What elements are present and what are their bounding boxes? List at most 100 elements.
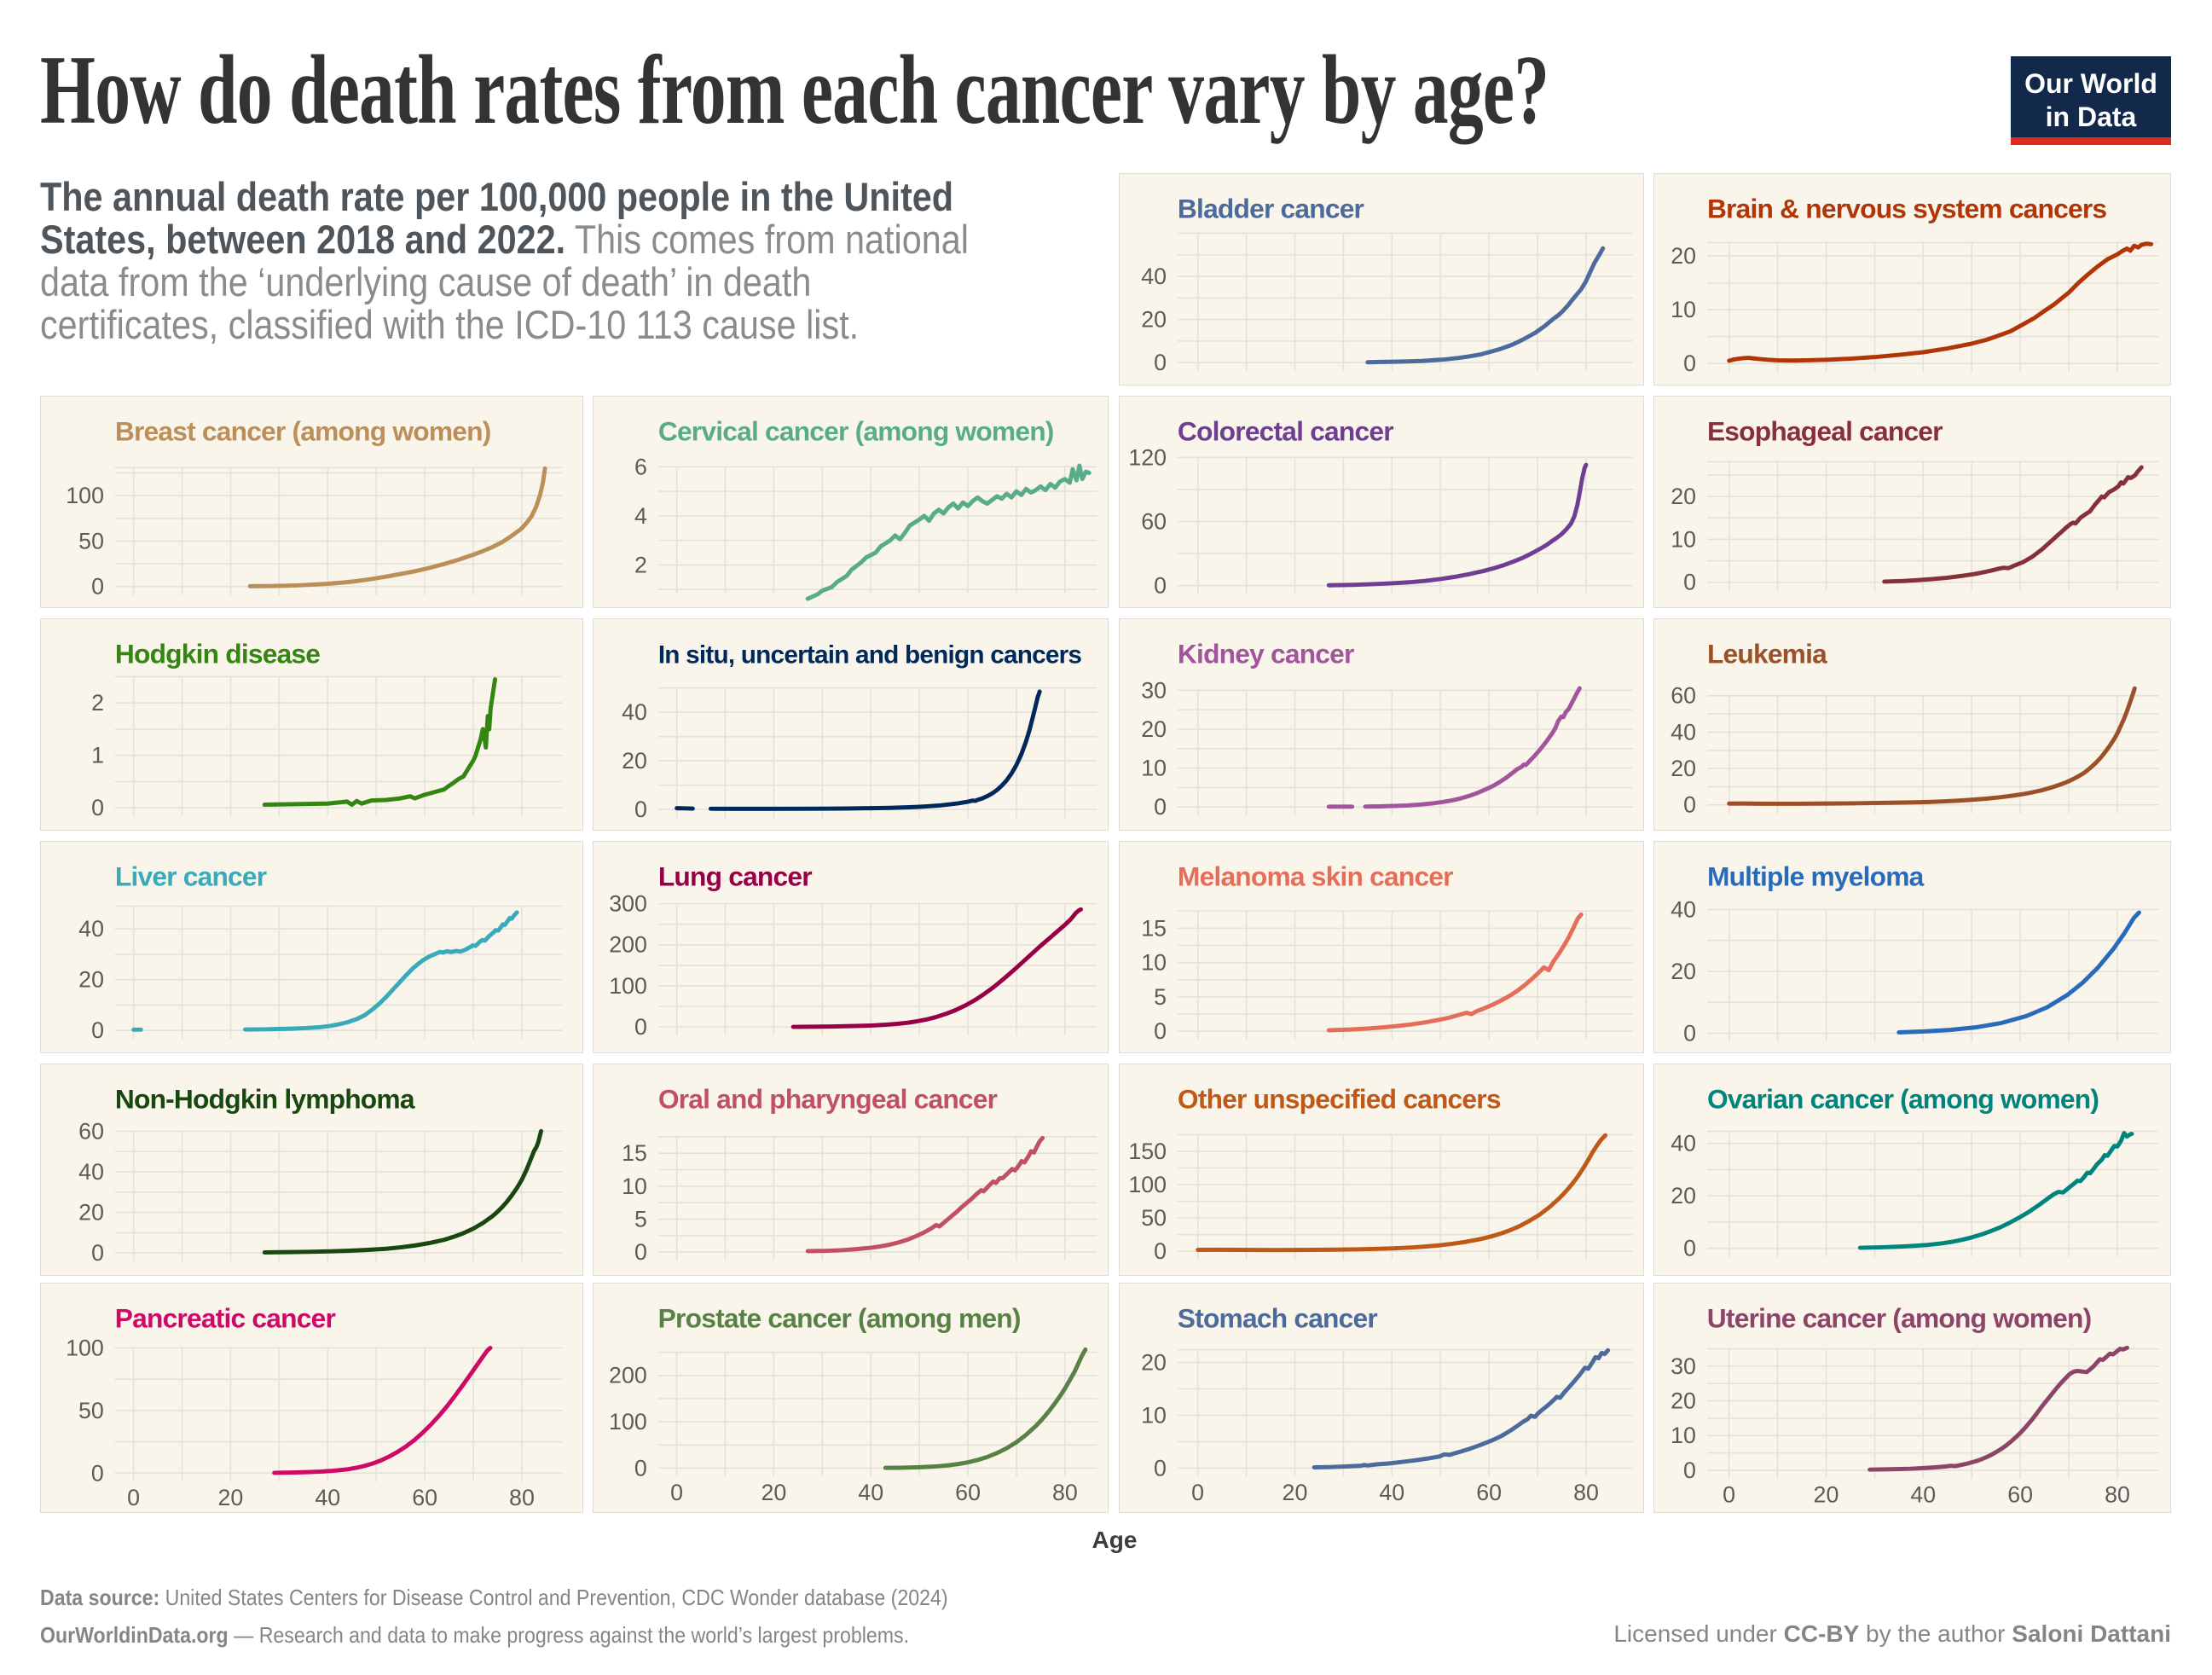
svg-text:0: 0: [1154, 1238, 1167, 1264]
svg-text:20: 20: [218, 1485, 244, 1510]
svg-text:40: 40: [315, 1485, 340, 1510]
svg-text:40: 40: [78, 1159, 104, 1185]
svg-text:100: 100: [66, 1335, 104, 1360]
svg-text:40: 40: [1910, 1482, 1936, 1508]
svg-text:Kidney cancer: Kidney cancer: [1178, 639, 1354, 669]
svg-text:40: 40: [78, 916, 104, 942]
svg-text:0: 0: [1154, 1455, 1167, 1481]
svg-text:10: 10: [1141, 756, 1167, 781]
svg-text:10: 10: [1141, 950, 1167, 976]
svg-text:150: 150: [1128, 1139, 1167, 1164]
svg-text:0: 0: [1154, 350, 1167, 375]
svg-text:20: 20: [1814, 1482, 1839, 1508]
svg-text:40: 40: [1671, 719, 1696, 745]
svg-text:Stomach cancer: Stomach cancer: [1178, 1303, 1378, 1334]
svg-text:60: 60: [2007, 1482, 2033, 1508]
svg-text:Bladder cancer: Bladder cancer: [1178, 194, 1364, 224]
svg-text:0: 0: [91, 1017, 104, 1043]
svg-text:Colorectal cancer: Colorectal cancer: [1178, 416, 1393, 447]
svg-text:1: 1: [91, 743, 104, 768]
svg-text:0: 0: [1154, 794, 1167, 820]
svg-text:Breast cancer (among women): Breast cancer (among women): [115, 416, 491, 447]
svg-text:60: 60: [1476, 1480, 1502, 1505]
svg-text:50: 50: [1141, 1205, 1167, 1231]
svg-text:0: 0: [1683, 351, 1696, 376]
svg-text:Non-Hodgkin lymphoma: Non-Hodgkin lymphoma: [115, 1084, 415, 1115]
svg-text:Hodgkin disease: Hodgkin disease: [115, 639, 320, 669]
svg-text:60: 60: [955, 1480, 981, 1505]
svg-text:0: 0: [91, 795, 104, 820]
svg-text:0: 0: [91, 574, 104, 600]
svg-text:300: 300: [609, 891, 647, 917]
svg-text:0: 0: [91, 1460, 104, 1486]
svg-text:Liver cancer: Liver cancer: [115, 861, 267, 892]
svg-text:60: 60: [1671, 683, 1696, 709]
svg-text:20: 20: [1671, 959, 1696, 984]
svg-text:10: 10: [1141, 1402, 1167, 1428]
svg-text:0: 0: [127, 1485, 140, 1510]
svg-text:80: 80: [2105, 1482, 2130, 1508]
svg-text:100: 100: [609, 973, 647, 999]
svg-text:10: 10: [1671, 526, 1696, 552]
svg-text:40: 40: [1671, 1131, 1696, 1156]
svg-text:60: 60: [412, 1485, 437, 1510]
svg-text:0: 0: [1683, 1021, 1696, 1046]
svg-text:20: 20: [1671, 756, 1696, 781]
svg-text:20: 20: [1671, 243, 1696, 269]
svg-text:50: 50: [78, 1398, 104, 1423]
svg-text:Ovarian cancer (among women): Ovarian cancer (among women): [1707, 1084, 2099, 1115]
svg-text:0: 0: [1154, 1018, 1167, 1044]
svg-text:50: 50: [78, 528, 104, 554]
svg-text:Oral and pharyngeal cancer: Oral and pharyngeal cancer: [658, 1084, 998, 1115]
svg-text:20: 20: [1671, 1183, 1696, 1208]
svg-text:Pancreatic cancer: Pancreatic cancer: [115, 1303, 336, 1334]
svg-text:200: 200: [609, 1363, 647, 1388]
svg-text:100: 100: [1128, 1172, 1167, 1197]
svg-text:Other unspecified cancers: Other unspecified cancers: [1178, 1084, 1501, 1115]
svg-text:20: 20: [78, 967, 104, 993]
svg-text:30: 30: [1671, 1353, 1696, 1379]
svg-text:4: 4: [634, 503, 647, 529]
svg-text:0: 0: [1683, 1236, 1696, 1261]
svg-text:40: 40: [1141, 264, 1167, 289]
svg-text:0: 0: [1683, 792, 1696, 818]
svg-text:40: 40: [1379, 1480, 1404, 1505]
svg-text:Brain & nervous system cancers: Brain & nervous system cancers: [1707, 194, 2106, 224]
svg-text:80: 80: [1573, 1480, 1599, 1505]
svg-text:100: 100: [66, 483, 104, 508]
svg-text:15: 15: [1141, 915, 1167, 941]
svg-text:30: 30: [1141, 677, 1167, 703]
svg-text:20: 20: [761, 1480, 786, 1505]
svg-text:Cervical cancer (among women): Cervical cancer (among women): [658, 416, 1054, 447]
svg-text:40: 40: [858, 1480, 883, 1505]
svg-text:Lung cancer: Lung cancer: [658, 861, 812, 892]
svg-text:10: 10: [1671, 1423, 1696, 1448]
svg-text:0: 0: [634, 1014, 647, 1040]
svg-text:Prostate cancer (among men): Prostate cancer (among men): [658, 1303, 1021, 1334]
svg-text:20: 20: [1141, 307, 1167, 333]
svg-text:0: 0: [1191, 1480, 1204, 1505]
svg-text:60: 60: [1141, 508, 1167, 534]
svg-text:0: 0: [1723, 1482, 1735, 1508]
svg-text:2: 2: [634, 552, 647, 577]
svg-text:20: 20: [1283, 1480, 1308, 1505]
svg-text:100: 100: [609, 1409, 647, 1434]
svg-text:0: 0: [91, 1240, 104, 1266]
svg-text:10: 10: [1671, 297, 1696, 322]
svg-text:80: 80: [1052, 1480, 1078, 1505]
svg-text:20: 20: [1671, 1388, 1696, 1414]
svg-text:0: 0: [1683, 1458, 1696, 1483]
svg-text:20: 20: [78, 1200, 104, 1226]
svg-text:0: 0: [634, 1239, 647, 1265]
svg-text:Leukemia: Leukemia: [1707, 639, 1827, 669]
svg-text:20: 20: [1141, 1349, 1167, 1375]
svg-text:40: 40: [1671, 896, 1696, 922]
svg-text:15: 15: [622, 1140, 647, 1166]
svg-text:6: 6: [634, 454, 647, 479]
svg-text:80: 80: [509, 1485, 535, 1510]
svg-text:5: 5: [634, 1206, 647, 1232]
svg-text:In situ, uncertain and benign: In situ, uncertain and benign cancers: [658, 641, 1082, 669]
svg-text:20: 20: [1671, 484, 1696, 509]
svg-text:0: 0: [1683, 570, 1696, 595]
svg-text:0: 0: [634, 797, 647, 822]
